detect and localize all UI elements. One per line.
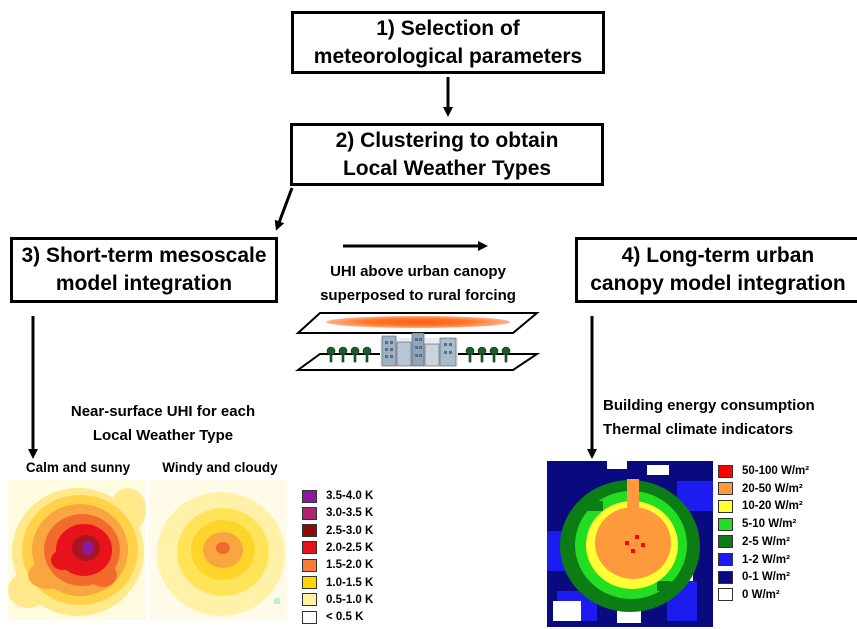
- energy-legend-item: 0-1 W/m²: [718, 570, 790, 584]
- step-1-line-1: 1) Selection of: [376, 16, 520, 40]
- step-3-line-1: 3) Short-term mesoscale: [21, 244, 267, 267]
- step-4-box: 4) Long-term urban canopy model integrat…: [575, 237, 857, 303]
- uhi-legend-item: 1.0-1.5 K: [302, 576, 373, 590]
- city-buildings: [380, 332, 458, 367]
- energy-legend-swatch: [718, 482, 733, 496]
- uhi-legend-item: 1.5-2.0 K: [302, 558, 373, 572]
- near-surface-caption: Near-surface UHI for each Local Weather …: [44, 400, 282, 448]
- uhi-legend-item: 2.0-2.5 K: [302, 541, 373, 555]
- trees: [326, 346, 511, 363]
- step-3-line-2: model integration: [55, 272, 233, 295]
- uhi-caption: UHI above urban canopy superposed to rur…: [300, 260, 536, 308]
- uhi-legend-label: 0.5-1.0 K: [326, 593, 374, 606]
- energy-legend-swatch: [718, 499, 733, 513]
- step-2-box: 2) Clustering to obtain Local Weather Ty…: [290, 123, 604, 186]
- energy-legend-swatch: [718, 553, 733, 566]
- uhi-map-calm-sunny: [8, 480, 146, 620]
- uhi-caption-line-2: superposed to rural forcing: [320, 287, 516, 304]
- uhi-legend-item: 2.5-3.0 K: [302, 524, 373, 538]
- energy-legend-label: 0-1 W/m²: [742, 571, 790, 584]
- step-3-box: 3) Short-term mesoscale model integratio…: [10, 237, 278, 303]
- uhi-legend-label: 3.5-4.0 K: [326, 490, 374, 502]
- uhi-legend-swatch: [302, 610, 317, 624]
- map-title-calm: Calm and sunny: [25, 460, 131, 475]
- energy-legend-item: 2-5 W/m²: [718, 535, 790, 549]
- energy-legend-label: 10-20 W/m²: [742, 500, 803, 513]
- uhi-legend-label: 1.0-1.5 K: [326, 576, 374, 589]
- step-1-line-2: meteorological parameters: [313, 44, 583, 68]
- energy-legend-item: 0 W/m²: [718, 588, 780, 602]
- energy-legend-item: 1-2 W/m²: [718, 553, 790, 567]
- energy-legend-label: 0 W/m²: [742, 588, 780, 601]
- outputs-caption-line-1: Building energy consumption: [603, 397, 815, 414]
- uhi-legend-label: 2.0-2.5 K: [326, 541, 374, 554]
- uhi-legend-swatch: [302, 506, 317, 520]
- energy-legend-label: 5-10 W/m²: [742, 518, 797, 531]
- energy-legend-swatch: [718, 588, 733, 602]
- uhi-legend-item: < 0.5 K: [302, 610, 363, 624]
- near-surface-caption-line-2: Local Weather Type: [92, 427, 234, 444]
- energy-legend-item: 10-20 W/m²: [718, 499, 803, 513]
- energy-legend-swatch: [718, 464, 733, 478]
- energy-legend: 50-100 W/m² 20-50 W/m² 10-20 W/m² 5-10 W/m²…: [718, 464, 828, 604]
- uhi-legend-item: 3.0-3.5 K: [302, 506, 373, 520]
- step-2-line-2: Local Weather Types: [342, 156, 552, 180]
- near-surface-caption-line-1: Near-surface UHI for each: [70, 403, 256, 420]
- uhi-legend-label: 2.5-3.0 K: [326, 524, 374, 537]
- arrow-2-to-3: [274, 187, 294, 231]
- energy-legend-label: 20-50 W/m²: [742, 482, 803, 495]
- energy-consumption-map: [547, 461, 713, 627]
- uhi-legend-label: 3.0-3.5 K: [326, 507, 374, 520]
- step-2-line-1: 2) Clustering to obtain: [335, 128, 559, 152]
- uhi-legend-item: 3.5-4.0 K: [302, 489, 373, 503]
- map-title-windy: Windy and cloudy: [162, 460, 278, 475]
- energy-legend-label: 50-100 W/m²: [742, 465, 810, 477]
- uhi-legend-swatch: [302, 558, 317, 572]
- energy-legend-label: 2-5 W/m²: [742, 535, 790, 548]
- step-4-line-2: canopy model integration: [590, 272, 846, 295]
- step-1-box: 1) Selection of meteorological parameter…: [291, 11, 605, 74]
- energy-legend-item: 20-50 W/m²: [718, 482, 803, 496]
- energy-legend-item: 50-100 W/m²: [718, 464, 809, 478]
- uhi-legend-swatch: [302, 541, 317, 555]
- uhi-legend-item: 0.5-1.0 K: [302, 593, 373, 607]
- uhi-legend-label: < 0.5 K: [326, 611, 364, 624]
- uhi-legend: 3.5-4.0 K 3.0-3.5 K 2.5-3.0 K 2.0-2.5 K 1.5-…: [302, 489, 402, 629]
- uhi-caption-line-1: UHI above urban canopy: [330, 263, 506, 280]
- energy-legend-label: 1-2 W/m²: [742, 553, 790, 566]
- uhi-legend-swatch: [302, 593, 317, 607]
- uhi-legend-swatch: [302, 489, 317, 503]
- uhi-legend-swatch: [302, 576, 317, 589]
- energy-legend-swatch: [718, 535, 733, 549]
- outputs-caption-line-2: Thermal climate indicators: [603, 421, 794, 438]
- uhi-map-windy-cloudy: [149, 480, 287, 620]
- energy-legend-swatch: [718, 517, 733, 531]
- step-4-line-1: 4) Long-term urban: [621, 244, 815, 267]
- uhi-legend-swatch: [302, 524, 317, 538]
- energy-legend-item: 5-10 W/m²: [718, 517, 796, 531]
- energy-legend-swatch: [718, 570, 733, 584]
- uhi-legend-label: 1.5-2.0 K: [326, 559, 374, 572]
- urban-canopy-schematic: [294, 312, 541, 371]
- outputs-caption: Building energy consumption Thermal clim…: [603, 394, 853, 442]
